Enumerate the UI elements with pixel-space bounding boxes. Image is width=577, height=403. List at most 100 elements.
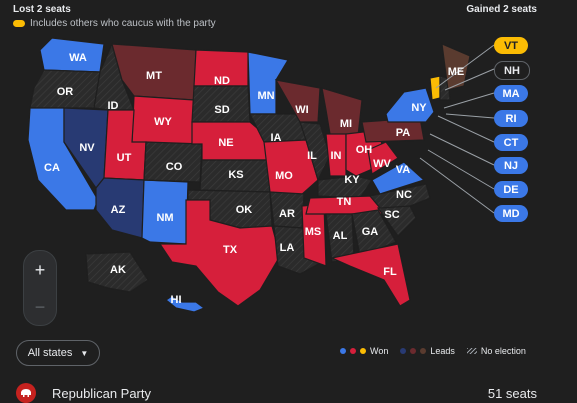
- state-label-az: AZ: [111, 204, 126, 216]
- state-tx[interactable]: [158, 199, 281, 307]
- state-label-mo: MO: [275, 170, 293, 182]
- party-name: Republican Party: [52, 385, 151, 401]
- legend-won-blue-dot: [340, 348, 346, 354]
- state-label-ny: NY: [411, 102, 427, 114]
- state-label-ky: KY: [344, 174, 360, 186]
- state-label-mi: MI: [340, 118, 352, 130]
- state-label-al: AL: [333, 230, 348, 242]
- state-hi[interactable]: [164, 295, 206, 313]
- state-label-ne: NE: [218, 137, 233, 149]
- state-label-il: IL: [307, 150, 317, 162]
- state-label-nd: ND: [214, 75, 230, 87]
- republican-party-icon: [16, 383, 36, 403]
- callout-pill-vt[interactable]: VT: [494, 37, 528, 54]
- state-mo[interactable]: [263, 139, 319, 197]
- caucus-note-text: Includes others who caucus with the part…: [30, 18, 216, 29]
- state-label-sc: SC: [384, 209, 399, 221]
- callout-leader-md: [419, 157, 495, 214]
- callout-pill-ma[interactable]: MA: [494, 85, 528, 102]
- state-label-ca: CA: [44, 162, 60, 174]
- yellow-marker-icon: [13, 20, 25, 27]
- state-label-ak: AK: [110, 264, 126, 276]
- state-label-hi: HI: [171, 294, 182, 306]
- chevron-down-icon: ▼: [80, 348, 89, 358]
- state-label-oh: OH: [356, 144, 373, 156]
- state-label-wa: WA: [69, 52, 87, 64]
- callout-leader-ma: [443, 92, 495, 109]
- state-filter-dropdown[interactable]: All states ▼: [16, 340, 100, 366]
- legend-no-election-label: No election: [480, 346, 526, 356]
- state-label-co: CO: [166, 161, 183, 173]
- callout-leader-ri: [445, 113, 495, 119]
- state-ak[interactable]: [85, 251, 149, 293]
- us-senate-map[interactable]: WA OR CA NV ID MT WY UT AZ NM CO ND SD NE KS OK TX MN IA MO…: [0, 30, 577, 320]
- state-wi[interactable]: [274, 79, 321, 123]
- state-label-sd: SD: [214, 104, 229, 116]
- state-label-tx: TX: [223, 244, 238, 256]
- state-label-or: OR: [57, 86, 74, 98]
- callout-pill-nh[interactable]: NH: [494, 61, 530, 80]
- legend-won-label: Won: [370, 346, 389, 356]
- callout-pill-nj[interactable]: NJ: [494, 157, 528, 174]
- state-label-in: IN: [331, 150, 342, 162]
- state-label-nm: NM: [156, 212, 173, 224]
- state-label-wy: WY: [154, 116, 172, 128]
- state-label-id: ID: [108, 100, 119, 112]
- state-nc[interactable]: [368, 183, 431, 209]
- state-label-mn: MN: [257, 90, 274, 102]
- state-label-ok: OK: [236, 204, 253, 216]
- state-la[interactable]: [273, 225, 323, 275]
- map-legend: Won Leads No election: [340, 346, 526, 356]
- state-label-nc: NC: [396, 189, 412, 201]
- state-ny[interactable]: [385, 87, 435, 123]
- zoom-out-button[interactable]: −: [34, 296, 46, 317]
- state-vt[interactable]: [429, 75, 441, 101]
- callout-pill-ri[interactable]: RI: [494, 110, 528, 127]
- state-fl[interactable]: [330, 243, 411, 307]
- party-result-row[interactable]: Republican Party 51 seats: [16, 383, 537, 403]
- state-label-ar: AR: [279, 208, 295, 220]
- callout-leader-nj: [429, 133, 495, 166]
- state-in[interactable]: [325, 133, 347, 177]
- lost-seats-label: Lost 2 seats: [13, 4, 71, 15]
- legend-leads-blue-dot: [400, 348, 407, 354]
- state-label-fl: FL: [383, 266, 397, 278]
- state-label-wv: WV: [373, 158, 391, 170]
- state-ky[interactable]: [317, 175, 373, 199]
- state-va[interactable]: [371, 161, 426, 195]
- zoom-control: + −: [23, 250, 57, 326]
- state-mn[interactable]: [247, 51, 289, 115]
- state-label-ms: MS: [305, 226, 322, 238]
- state-wv[interactable]: [367, 141, 399, 175]
- caucus-note: Includes others who caucus with the part…: [13, 18, 216, 29]
- state-label-me: ME: [448, 66, 465, 78]
- callout-leader-ct: [437, 115, 495, 143]
- callout-leader-nh: [444, 68, 495, 91]
- zoom-in-button[interactable]: +: [34, 259, 46, 280]
- state-label-la: LA: [280, 242, 295, 254]
- gained-seats-label: Gained 2 seats: [466, 4, 537, 15]
- state-label-tn: TN: [337, 196, 352, 208]
- legend-won-red-dot: [350, 348, 356, 354]
- callout-pill-de[interactable]: DE: [494, 181, 528, 198]
- state-label-mt: MT: [146, 70, 162, 82]
- legend-leads-brown-dot: [420, 348, 427, 354]
- state-label-ia: IA: [271, 132, 282, 144]
- state-label-wi: WI: [295, 104, 308, 116]
- state-label-ks: KS: [228, 169, 243, 181]
- callout-leader-vt: [435, 44, 495, 89]
- state-label-ut: UT: [117, 152, 132, 164]
- legend-leads-label: Leads: [430, 346, 455, 356]
- legend-leads-red-dot: [410, 348, 417, 354]
- callout-leader-de: [427, 149, 495, 190]
- state-filter-label: All states: [27, 347, 73, 359]
- callout-pill-ct[interactable]: CT: [494, 134, 528, 151]
- state-il[interactable]: [299, 121, 331, 182]
- state-ga[interactable]: [351, 209, 397, 257]
- party-seat-count: 51 seats: [487, 385, 537, 401]
- state-label-pa: PA: [396, 127, 411, 139]
- legend-won-yellow-dot: [360, 348, 366, 354]
- state-label-ga: GA: [362, 226, 379, 238]
- callout-pill-md[interactable]: MD: [494, 205, 528, 222]
- state-label-va: VA: [396, 164, 411, 176]
